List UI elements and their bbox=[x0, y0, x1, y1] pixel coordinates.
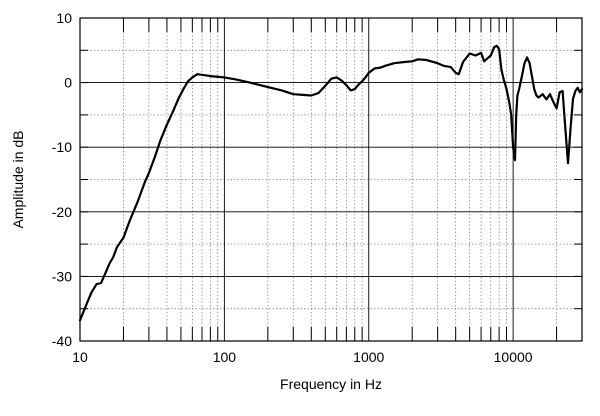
y-tick-label: -40 bbox=[52, 333, 72, 349]
y-tick-label: -10 bbox=[52, 139, 72, 155]
y-tick-label: 10 bbox=[56, 10, 72, 26]
series-layer bbox=[78, 44, 584, 322]
y-tick-label: -20 bbox=[52, 204, 72, 220]
series-line bbox=[78, 44, 584, 322]
x-tick-label: 100 bbox=[213, 349, 237, 365]
y-tick-label: -30 bbox=[52, 268, 72, 284]
plot-area-frame bbox=[79, 17, 583, 342]
x-tick-label: 1000 bbox=[353, 349, 384, 365]
x-tick-label: 10 bbox=[72, 349, 88, 365]
y-axis-title: Amplitude in dB bbox=[10, 130, 26, 228]
grid bbox=[80, 18, 582, 341]
x-axis-title: Frequency in Hz bbox=[280, 376, 382, 392]
y-tick-label: 0 bbox=[64, 75, 72, 91]
x-tick-label: 10000 bbox=[494, 349, 533, 365]
